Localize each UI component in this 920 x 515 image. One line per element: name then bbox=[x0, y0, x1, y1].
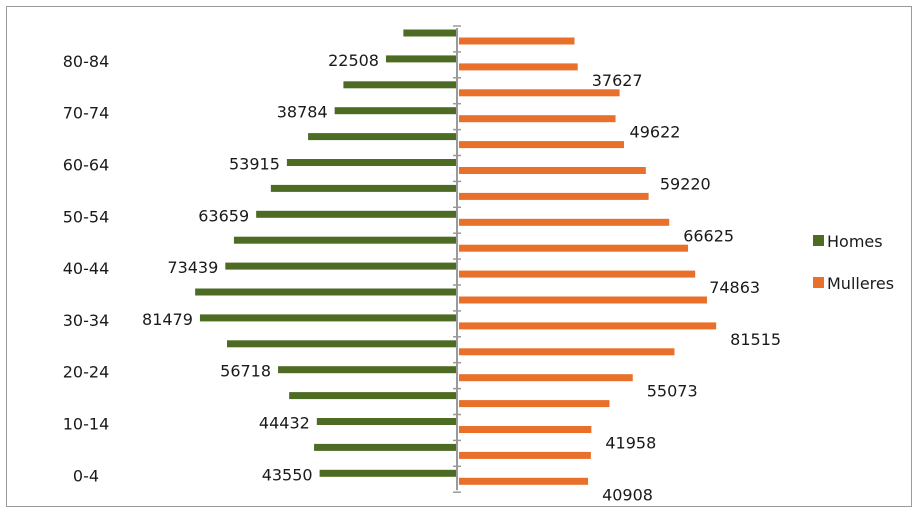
bar-homes bbox=[316, 418, 457, 425]
bar-mulleres bbox=[459, 218, 670, 226]
bar-homes bbox=[233, 236, 457, 244]
bar-homes bbox=[270, 184, 457, 192]
bar-mulleres bbox=[459, 63, 578, 71]
y-tick-label: 50-54 bbox=[63, 207, 110, 226]
bar-mulleres bbox=[459, 244, 689, 252]
legend-swatch-mulleres bbox=[813, 277, 824, 288]
bar-mulleres bbox=[459, 115, 616, 123]
bar-mulleres bbox=[459, 348, 675, 356]
bar-homes bbox=[225, 262, 457, 270]
bar-homes bbox=[319, 469, 457, 477]
chart-frame: 43550 40908 44432 41958 56718 55073 81479 81515… bbox=[6, 6, 912, 507]
bar-homes bbox=[289, 392, 457, 400]
y-tick-label: 40-44 bbox=[63, 259, 110, 278]
bar-mulleres bbox=[459, 477, 589, 485]
bar-mulleres bbox=[459, 296, 707, 304]
legend-label-mulleres: Mulleres bbox=[827, 274, 894, 293]
bar-homes bbox=[343, 81, 457, 89]
data-label-homes: 43550 bbox=[262, 465, 313, 484]
bar-mulleres bbox=[459, 270, 696, 278]
y-tick-label: 10-14 bbox=[63, 415, 110, 434]
y-tick-label: 0-4 bbox=[73, 466, 99, 485]
data-label-mulleres: 74863 bbox=[709, 278, 760, 297]
bar-homes bbox=[385, 55, 457, 63]
data-label-mulleres: 37627 bbox=[592, 71, 643, 90]
bar-homes bbox=[308, 133, 457, 141]
data-label-homes: 56718 bbox=[220, 362, 271, 381]
bar-homes bbox=[278, 366, 457, 374]
bar-homes bbox=[403, 29, 457, 37]
bar-mulleres bbox=[459, 322, 717, 330]
y-tick-label: 80-84 bbox=[63, 52, 110, 71]
data-label-homes: 73439 bbox=[167, 258, 218, 277]
bar-mulleres bbox=[459, 400, 610, 408]
data-label-homes: 53915 bbox=[229, 155, 280, 174]
data-label-homes: 38784 bbox=[277, 103, 328, 122]
data-label-mulleres: 55073 bbox=[647, 382, 698, 401]
data-label-mulleres: 66625 bbox=[683, 226, 734, 245]
y-tick-label: 70-74 bbox=[63, 104, 110, 123]
data-label-mulleres: 41958 bbox=[605, 434, 656, 453]
bar-mulleres bbox=[459, 37, 575, 45]
y-tick-label: 30-34 bbox=[63, 311, 110, 330]
data-label-mulleres: 81515 bbox=[730, 330, 781, 349]
data-label-mulleres: 59220 bbox=[660, 175, 711, 194]
bar-homes bbox=[199, 314, 457, 322]
bar-homes bbox=[286, 159, 457, 166]
bar-homes bbox=[314, 443, 457, 451]
data-label-homes: 44432 bbox=[259, 414, 310, 433]
legend-label-homes: Homes bbox=[827, 232, 883, 251]
bar-mulleres bbox=[459, 141, 625, 149]
legend-swatch-homes bbox=[813, 235, 824, 246]
population-pyramid-chart: 43550 40908 44432 41958 56718 55073 81479 81515… bbox=[63, 25, 894, 504]
bar-mulleres bbox=[459, 451, 591, 459]
bar-homes bbox=[195, 288, 457, 296]
bar-mulleres bbox=[459, 192, 649, 200]
bar-mulleres bbox=[459, 426, 592, 433]
y-tick-label: 60-64 bbox=[63, 156, 110, 175]
bar-homes bbox=[334, 107, 457, 115]
bar-mulleres bbox=[459, 89, 620, 97]
bar-homes bbox=[227, 340, 457, 348]
bar-mulleres bbox=[459, 167, 646, 174]
data-label-mulleres: 49622 bbox=[630, 123, 681, 142]
bar-homes bbox=[256, 210, 457, 218]
y-tick-label: 20-24 bbox=[63, 363, 110, 382]
data-label-mulleres: 40908 bbox=[602, 485, 653, 504]
data-label-homes: 81479 bbox=[142, 310, 193, 329]
data-label-homes: 63659 bbox=[198, 206, 249, 225]
data-label-homes: 22508 bbox=[328, 51, 379, 70]
bar-mulleres bbox=[459, 374, 633, 382]
